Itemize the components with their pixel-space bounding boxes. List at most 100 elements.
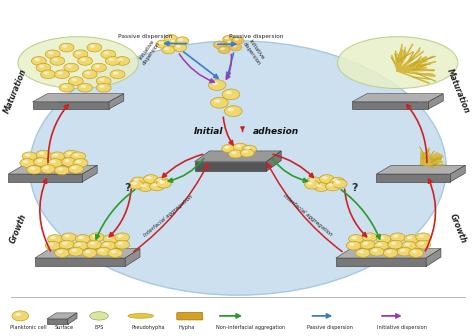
Ellipse shape [323, 177, 327, 179]
Ellipse shape [160, 181, 164, 183]
Ellipse shape [359, 251, 363, 253]
Ellipse shape [167, 37, 171, 38]
Polygon shape [336, 249, 441, 258]
Ellipse shape [55, 70, 69, 79]
Ellipse shape [360, 240, 375, 249]
Ellipse shape [366, 235, 370, 237]
Ellipse shape [153, 184, 157, 186]
Ellipse shape [36, 63, 51, 72]
Ellipse shape [326, 182, 340, 191]
Ellipse shape [144, 175, 158, 183]
Ellipse shape [159, 42, 163, 44]
Ellipse shape [91, 243, 95, 244]
Ellipse shape [27, 165, 42, 174]
Ellipse shape [96, 77, 111, 85]
Ellipse shape [165, 48, 169, 49]
Ellipse shape [118, 235, 122, 237]
Text: Interfacial aggregation: Interfacial aggregation [143, 194, 194, 238]
Ellipse shape [210, 97, 228, 108]
Ellipse shape [156, 40, 169, 48]
Ellipse shape [89, 233, 104, 242]
Ellipse shape [402, 241, 417, 250]
Ellipse shape [63, 243, 67, 244]
Ellipse shape [77, 52, 81, 54]
Text: ?: ? [351, 183, 358, 194]
Polygon shape [33, 94, 124, 102]
Polygon shape [8, 165, 97, 174]
Ellipse shape [46, 241, 60, 250]
Ellipse shape [22, 152, 37, 161]
Ellipse shape [223, 36, 235, 43]
Ellipse shape [213, 41, 226, 48]
Ellipse shape [108, 249, 123, 257]
Ellipse shape [419, 243, 423, 244]
Ellipse shape [308, 182, 312, 184]
Ellipse shape [31, 56, 46, 65]
Ellipse shape [71, 152, 86, 161]
Ellipse shape [173, 44, 187, 51]
Ellipse shape [401, 249, 405, 251]
Ellipse shape [54, 154, 57, 156]
Ellipse shape [149, 182, 164, 191]
Ellipse shape [118, 59, 122, 60]
Polygon shape [195, 162, 266, 171]
Ellipse shape [65, 160, 69, 162]
Ellipse shape [225, 146, 229, 148]
Polygon shape [428, 94, 443, 109]
Ellipse shape [314, 183, 328, 192]
Ellipse shape [154, 177, 169, 186]
Text: Surface: Surface [55, 325, 73, 330]
Ellipse shape [49, 244, 53, 245]
Ellipse shape [47, 159, 63, 167]
Text: Planktonic cell: Planktonic cell [10, 325, 47, 330]
Ellipse shape [77, 161, 81, 163]
Ellipse shape [50, 56, 65, 65]
Ellipse shape [49, 52, 53, 54]
Ellipse shape [67, 66, 72, 67]
Ellipse shape [114, 72, 118, 74]
Polygon shape [426, 249, 441, 266]
Ellipse shape [75, 235, 90, 243]
Ellipse shape [364, 243, 368, 244]
Ellipse shape [39, 66, 44, 67]
Ellipse shape [179, 39, 182, 40]
Ellipse shape [246, 147, 250, 149]
Polygon shape [195, 151, 281, 162]
Ellipse shape [73, 241, 88, 250]
Polygon shape [125, 249, 140, 266]
Ellipse shape [82, 70, 97, 79]
Polygon shape [266, 151, 281, 171]
Ellipse shape [29, 41, 446, 295]
Ellipse shape [41, 70, 55, 79]
Ellipse shape [408, 237, 412, 239]
Ellipse shape [34, 158, 48, 166]
Ellipse shape [51, 161, 55, 163]
Ellipse shape [20, 159, 35, 167]
Ellipse shape [111, 251, 115, 253]
Ellipse shape [168, 39, 181, 47]
Ellipse shape [228, 41, 231, 43]
Ellipse shape [232, 152, 236, 154]
Ellipse shape [68, 77, 83, 85]
Ellipse shape [336, 181, 340, 183]
Ellipse shape [228, 150, 243, 158]
Polygon shape [336, 258, 426, 266]
Ellipse shape [101, 50, 116, 58]
Ellipse shape [222, 144, 236, 153]
Ellipse shape [228, 109, 234, 111]
Ellipse shape [44, 72, 48, 74]
Ellipse shape [405, 244, 410, 245]
Ellipse shape [100, 249, 104, 251]
Ellipse shape [55, 166, 69, 175]
Ellipse shape [128, 313, 154, 318]
Ellipse shape [416, 240, 430, 249]
Ellipse shape [162, 46, 175, 54]
Ellipse shape [44, 167, 48, 169]
FancyBboxPatch shape [177, 312, 203, 320]
Ellipse shape [156, 179, 171, 188]
Text: adhesion: adhesion [253, 127, 299, 136]
Ellipse shape [409, 249, 424, 257]
Ellipse shape [243, 145, 256, 153]
Ellipse shape [222, 89, 240, 100]
Ellipse shape [346, 241, 361, 250]
